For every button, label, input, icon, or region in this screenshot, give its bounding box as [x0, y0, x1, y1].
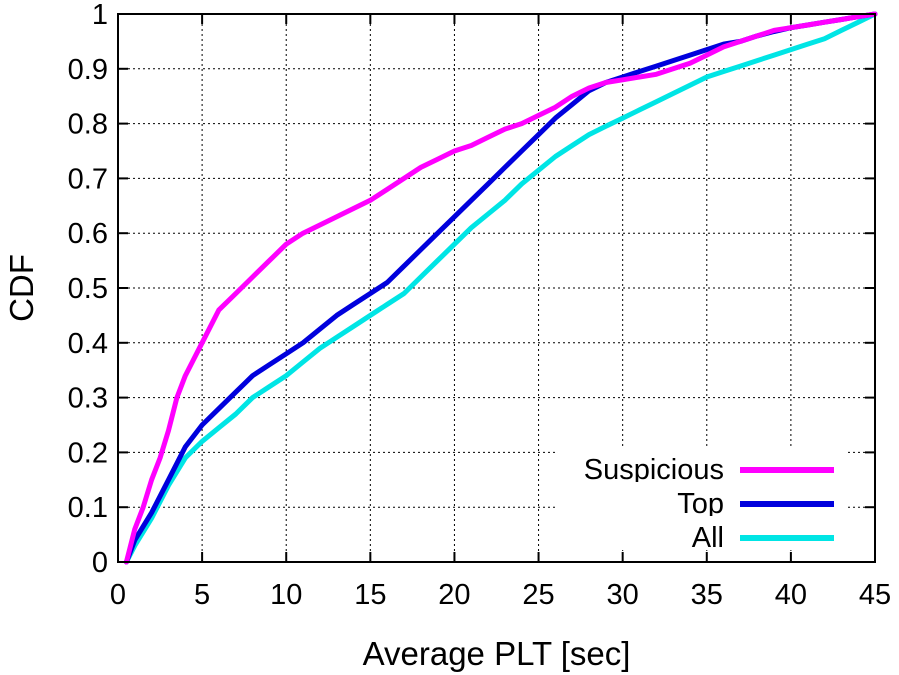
- series-lines: [123, 11, 878, 565]
- x-tick-label: 5: [194, 579, 210, 611]
- x-tick-label: 10: [270, 579, 302, 611]
- y-tick-label: 0.7: [68, 163, 108, 195]
- x-tick-label: 35: [691, 579, 723, 611]
- legend-entry-background: [555, 482, 845, 516]
- y-tick-label: 0.9: [68, 54, 108, 86]
- series-line-suspicious: [123, 11, 878, 565]
- x-tick-label: 30: [607, 579, 639, 611]
- y-tick-label: 0.5: [68, 273, 108, 305]
- y-tick-label: 0: [92, 547, 108, 579]
- legend-label-all: All: [692, 522, 724, 554]
- legend-label-top: Top: [677, 488, 724, 520]
- y-tick-label: 0.4: [68, 328, 108, 360]
- legend-entry-background: [555, 516, 845, 550]
- x-tick-label: 45: [859, 579, 891, 611]
- y-tick-label: 1: [92, 0, 108, 31]
- x-axis-title: Average PLT [sec]: [363, 635, 631, 672]
- legend-label-suspicious: Suspicious: [584, 454, 724, 486]
- x-tick-label: 15: [354, 579, 386, 611]
- y-tick-label: 0.6: [68, 218, 108, 250]
- y-tick-label: 0.1: [68, 492, 108, 524]
- legend-entry-background: [555, 448, 845, 482]
- x-tick-label: 40: [775, 579, 807, 611]
- series-line-all: [123, 11, 878, 565]
- y-tick-label: 0.3: [68, 383, 108, 415]
- y-tick-label: 0.8: [68, 109, 108, 141]
- y-tick-label: 0.2: [68, 437, 108, 469]
- x-tick-label: 0: [110, 579, 126, 611]
- axis-ticks: 0 5 10 15 20 25 30 35 40 45 0 0.1 0.2 0.3 0.4 0.5 0.6 0.7…: [68, 0, 891, 611]
- y-axis-title: CDF: [3, 254, 40, 322]
- x-tick-label: 25: [522, 579, 554, 611]
- x-tick-label: 20: [438, 579, 470, 611]
